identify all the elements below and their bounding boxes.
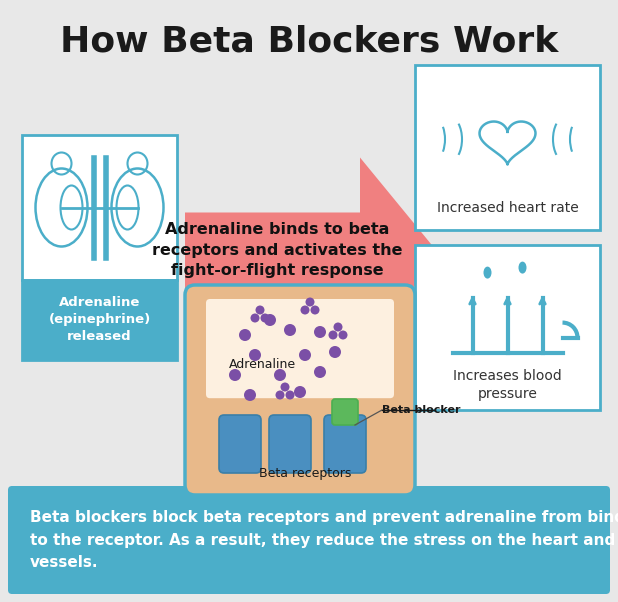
- Text: Adrenaline
(epinephrine)
released: Adrenaline (epinephrine) released: [48, 297, 151, 344]
- Circle shape: [310, 305, 320, 314]
- FancyBboxPatch shape: [415, 245, 600, 410]
- Text: Beta receptors: Beta receptors: [259, 467, 351, 480]
- Circle shape: [300, 305, 310, 314]
- Circle shape: [299, 349, 311, 361]
- Circle shape: [305, 297, 315, 306]
- FancyBboxPatch shape: [219, 415, 261, 473]
- FancyBboxPatch shape: [22, 135, 177, 280]
- Circle shape: [334, 323, 342, 332]
- FancyBboxPatch shape: [332, 399, 358, 425]
- Circle shape: [339, 330, 347, 340]
- Text: Adrenaline: Adrenaline: [229, 359, 295, 371]
- Ellipse shape: [483, 267, 491, 279]
- Circle shape: [274, 369, 286, 381]
- Circle shape: [314, 326, 326, 338]
- Circle shape: [261, 314, 269, 323]
- Text: How Beta Blockers Work: How Beta Blockers Work: [60, 25, 558, 59]
- FancyBboxPatch shape: [8, 486, 610, 594]
- FancyBboxPatch shape: [185, 285, 415, 495]
- Text: Adrenaline binds to beta
receptors and activates the
fight-or-flight response: Adrenaline binds to beta receptors and a…: [152, 222, 403, 279]
- Circle shape: [276, 391, 284, 400]
- Circle shape: [255, 305, 265, 314]
- Circle shape: [229, 369, 241, 381]
- FancyBboxPatch shape: [415, 65, 600, 230]
- Circle shape: [250, 314, 260, 323]
- Ellipse shape: [519, 262, 527, 273]
- FancyBboxPatch shape: [324, 415, 366, 473]
- Circle shape: [329, 330, 337, 340]
- Text: Increases blood
pressure: Increases blood pressure: [453, 369, 562, 401]
- Circle shape: [281, 382, 289, 391]
- Circle shape: [284, 324, 296, 336]
- Text: Beta blocker: Beta blocker: [382, 405, 460, 415]
- Circle shape: [239, 329, 251, 341]
- Circle shape: [314, 366, 326, 378]
- FancyBboxPatch shape: [206, 299, 394, 398]
- Circle shape: [286, 391, 295, 400]
- FancyBboxPatch shape: [22, 280, 177, 360]
- Circle shape: [294, 386, 306, 398]
- Polygon shape: [185, 158, 440, 353]
- Text: Increased heart rate: Increased heart rate: [437, 201, 578, 215]
- FancyBboxPatch shape: [269, 415, 311, 473]
- Circle shape: [329, 346, 341, 358]
- Circle shape: [244, 389, 256, 401]
- Text: Beta blockers block beta receptors and prevent adrenaline from binding
to the re: Beta blockers block beta receptors and p…: [30, 510, 618, 569]
- Circle shape: [264, 314, 276, 326]
- Circle shape: [249, 349, 261, 361]
